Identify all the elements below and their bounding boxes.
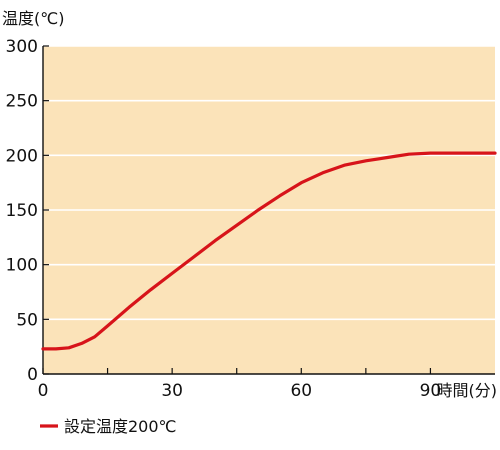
y-tick-label-250: 250 — [6, 92, 38, 112]
x-axis-ticks: 0 30 60 90 — [38, 368, 442, 401]
x-axis-label: 時間(分) — [437, 381, 498, 400]
series-lines — [41, 151, 497, 351]
legend: 設定温度200℃ — [40, 417, 177, 436]
legend-label: 設定温度200℃ — [64, 417, 177, 436]
x-tick-label-90: 90 — [420, 381, 442, 401]
series-line-0 — [41, 151, 497, 351]
y-tick-label-150: 150 — [6, 201, 38, 221]
grid-lines — [43, 45, 495, 321]
y-axis-ticks: 0 50 100 150 200 250 300 — [6, 37, 49, 385]
y-axis-label: 温度(℃) — [2, 9, 64, 28]
y-tick-label-0: 0 — [27, 365, 38, 385]
y-tick-label-200: 200 — [6, 146, 38, 166]
y-tick-label-50: 50 — [16, 310, 38, 330]
y-tick-label-100: 100 — [6, 256, 38, 276]
x-tick-label-60: 60 — [290, 381, 312, 401]
x-tick-label-0: 0 — [38, 381, 49, 401]
y-tick-label-300: 300 — [6, 37, 38, 57]
x-tick-label-30: 30 — [161, 381, 183, 401]
